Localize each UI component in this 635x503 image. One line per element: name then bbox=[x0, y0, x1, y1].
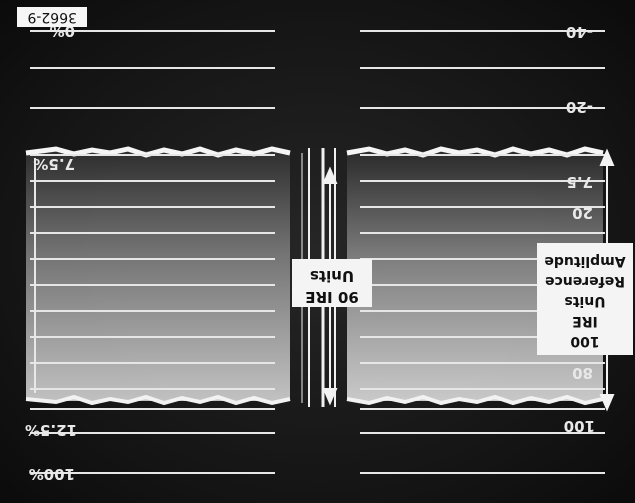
callout-100-line2: IRE bbox=[572, 313, 598, 329]
scale-label-100pct: 100% bbox=[28, 465, 75, 483]
scale-label-100: 100 bbox=[563, 417, 595, 435]
callout-90-ire: 90 IRE Units bbox=[292, 259, 372, 307]
scale-label-12-5pct: 12.5% bbox=[24, 421, 77, 439]
callout-100-line1: 100 bbox=[570, 333, 600, 349]
scale-label-80: 80 bbox=[572, 364, 593, 382]
callout-90-ire-line2: Units bbox=[309, 267, 355, 285]
callout-100-line4: Reference bbox=[544, 273, 626, 289]
scale-label-minus40: -40 bbox=[565, 23, 593, 41]
callout-100-line3: Units bbox=[564, 293, 606, 309]
waveform-field-right bbox=[26, 151, 290, 401]
graticule-lines bbox=[30, 30, 605, 474]
figure-id-tag: 3662-9 bbox=[17, 7, 87, 27]
trace-edge bbox=[346, 146, 604, 158]
scale-label-20: 20 bbox=[572, 204, 593, 222]
callout-90-ire-line1: 90 IRE bbox=[305, 288, 359, 306]
scale-label-7-5pct: 7.5% bbox=[33, 155, 75, 173]
callout-100-ire-reference: 100 IRE Units Reference Amplitude bbox=[537, 243, 633, 355]
callout-100-line5: Amplitude bbox=[544, 253, 626, 269]
trace-edge bbox=[346, 394, 604, 406]
scale-label-7-5: 7.5 bbox=[566, 173, 593, 191]
trace-edge bbox=[25, 146, 291, 158]
scale-label-minus20: -20 bbox=[565, 98, 593, 116]
trace-edge bbox=[25, 394, 291, 406]
